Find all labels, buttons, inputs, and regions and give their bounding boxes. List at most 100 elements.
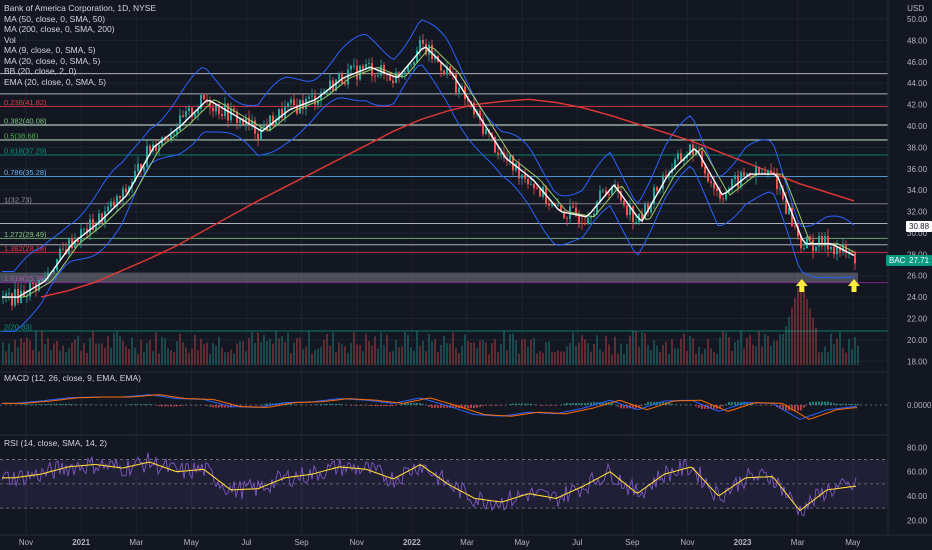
candle-body — [194, 113, 196, 117]
legend-ma20[interactable]: MA (20, close, 0, SMA, 5) — [4, 55, 101, 66]
macd-hist-bar — [620, 405, 622, 409]
macd-hist-bar — [422, 403, 424, 405]
volume-bar — [635, 331, 637, 365]
fib-label: 0.618(37.29) — [4, 146, 47, 155]
legend-vol[interactable]: Vol — [4, 34, 16, 45]
macd-hist-bar — [641, 405, 643, 406]
macd-hist-bar — [173, 405, 175, 407]
candle-body — [395, 72, 397, 83]
candle-body — [329, 80, 331, 90]
candle-body — [755, 166, 757, 178]
legend-ma9[interactable]: MA (9, close, 0, SMA, 5) — [4, 45, 96, 55]
macd-hist-bar — [521, 403, 523, 405]
candle-body — [230, 108, 232, 121]
candle-body — [833, 247, 835, 255]
volume-bar — [401, 346, 403, 365]
macd-hist-bar — [566, 403, 568, 405]
macd-hist-bar — [524, 403, 526, 405]
macd-hist-bar — [818, 401, 820, 405]
macd-hist-bar — [653, 401, 655, 405]
macd-hist-bar — [239, 405, 241, 406]
candle-body — [788, 208, 790, 214]
volume-bar — [602, 351, 604, 365]
candle-body — [647, 203, 649, 213]
candle-body — [686, 155, 688, 159]
time-tick-label: Sep — [294, 538, 309, 547]
volume-bar — [701, 353, 703, 365]
macd-hist-bar — [218, 405, 220, 408]
volume-bar — [725, 332, 727, 365]
candle-body — [47, 272, 49, 279]
candle-body — [581, 223, 583, 225]
legend-ma50[interactable]: MA (50, close, 0, SMA, 50) — [4, 13, 106, 24]
candle-body — [812, 239, 814, 252]
candle-body — [854, 252, 856, 264]
macd-hist-bar — [719, 405, 721, 409]
volume-bar — [269, 338, 271, 365]
macd-hist-bar — [833, 403, 835, 405]
volume-bar — [476, 348, 478, 365]
volume-bar — [578, 342, 580, 365]
price-tick-label: 28.00 — [907, 250, 928, 259]
macd-hist-bar — [668, 403, 670, 405]
macd-hist-bar — [542, 405, 544, 406]
candle-body — [482, 119, 484, 135]
volume-bar — [773, 340, 775, 365]
candle-body — [518, 163, 520, 179]
rsi-title[interactable]: RSI (14, close, SMA, 14, 2) — [4, 438, 107, 448]
candle-body — [377, 75, 379, 77]
volume-bar — [785, 326, 787, 365]
volume-bar — [86, 353, 88, 365]
time-tick-label: 2021 — [72, 538, 90, 547]
macd-hist-bar — [575, 403, 577, 405]
macd-hist-bar — [71, 404, 73, 405]
candle-body — [551, 202, 553, 206]
macd-hist-bar — [56, 403, 58, 405]
volume-bar — [707, 339, 709, 365]
candle-body — [89, 219, 91, 234]
candle-body — [560, 205, 562, 212]
fib-label: 1.618(25.36) — [4, 274, 47, 283]
volume-bar — [680, 338, 682, 365]
candle-body — [575, 207, 577, 216]
ma200-path — [40, 98, 855, 298]
volume-bar — [638, 346, 640, 365]
legend-ema[interactable]: EMA (20, close, 0, SMA, 5) — [4, 76, 107, 87]
volume-bar — [53, 343, 55, 365]
volume-bar — [752, 344, 754, 365]
volume-bar — [659, 351, 661, 365]
volume-bar — [623, 353, 625, 365]
volume-bar — [443, 335, 445, 365]
candle-body — [353, 65, 355, 67]
volume-bar — [8, 343, 10, 365]
legend-ma200[interactable]: MA (200, close, 0, SMA, 200) — [4, 24, 115, 34]
macd-hist-bar — [710, 405, 712, 409]
volume-bar — [590, 351, 592, 365]
legend-bb[interactable]: BB (20, close, 2, 0) — [4, 66, 77, 76]
macd-hist-bar — [164, 405, 166, 407]
time-axis[interactable]: Nov 2021 Mar May Jul Sep Nov 2022 Mar May Jul Sep No… — [0, 534, 932, 547]
price-axis[interactable]: 50.00 48.00 46.00 44.00 42.00 40.00 38.00 36.00… — [887, 0, 932, 535]
macd-hist-bar — [836, 403, 838, 405]
symbol-title[interactable]: Bank of America Corporation, 1D, NYSE — [4, 3, 157, 13]
volume-bar — [524, 338, 526, 365]
time-tick-label: May — [515, 538, 530, 547]
candle-body — [122, 188, 124, 199]
volume-bar — [296, 338, 298, 365]
volume-bar — [311, 353, 313, 365]
macd-hist-bar — [32, 404, 34, 405]
macd-hist-bar — [632, 405, 634, 409]
candle-body — [98, 213, 100, 226]
candle-body — [41, 279, 43, 281]
annotation-arrows — [795, 279, 860, 292]
macd-hist-bar — [269, 403, 271, 405]
price-tick-label: 48.00 — [907, 36, 928, 45]
macd-title[interactable]: MACD (12, 26, close, 9, EMA, EMA) — [4, 373, 141, 383]
candle-body — [830, 247, 832, 250]
macd-hist-bar — [548, 405, 550, 406]
candle-body — [374, 75, 376, 77]
fib-label: 1(32.73) — [4, 195, 32, 204]
macd-hist-bar — [350, 405, 352, 406]
volume-bar — [425, 351, 427, 365]
